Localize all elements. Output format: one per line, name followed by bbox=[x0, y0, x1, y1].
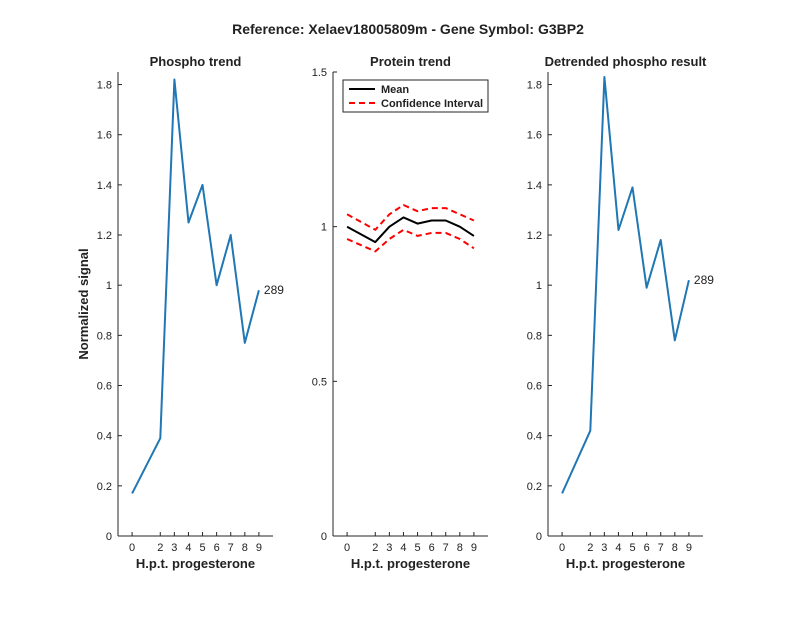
x-tick-label: 9 bbox=[686, 542, 692, 554]
y-tick-label: 0 bbox=[536, 531, 542, 543]
y-tick-label: 1.4 bbox=[527, 180, 542, 192]
legend-label: Confidence Interval bbox=[381, 98, 483, 110]
y-tick-label: 0.4 bbox=[97, 431, 112, 443]
y-tick-label: 1.2 bbox=[527, 230, 542, 242]
x-tick-label: 8 bbox=[672, 542, 678, 554]
y-tick-label: 0 bbox=[321, 531, 327, 543]
series-line-1 bbox=[561, 76, 690, 494]
panel-title: Phospho trend bbox=[150, 54, 242, 69]
panel-2: Protein trend 0 0.5 1 1.5 0 2 3 4 5 6 7 8 9H.p.t. pro… bbox=[312, 54, 489, 571]
y-tick-label: 1 bbox=[321, 222, 327, 234]
figure-title: Reference: Xelaev18005809m - Gene Symbol… bbox=[232, 21, 584, 37]
x-axis-label: H.p.t. progesterone bbox=[351, 556, 470, 571]
series-line-1 bbox=[131, 78, 260, 494]
x-tick-label: 3 bbox=[171, 542, 177, 554]
x-tick-label: 8 bbox=[242, 542, 248, 554]
panel-3: Detrended phospho result 0 0.2 0.4 0.6 0.8 1 1.… bbox=[527, 54, 715, 571]
x-tick-label: 7 bbox=[228, 542, 234, 554]
point-annotation: 289 bbox=[264, 283, 284, 297]
y-tick-label: 1.2 bbox=[97, 230, 112, 242]
y-tick-label: 1.4 bbox=[97, 180, 112, 192]
point-annotation: 289 bbox=[694, 273, 714, 287]
x-tick-label: 2 bbox=[157, 542, 163, 554]
x-tick-label: 5 bbox=[414, 542, 420, 554]
series-line-2 bbox=[346, 204, 475, 231]
x-tick-label: 7 bbox=[443, 542, 449, 554]
x-tick-label: 4 bbox=[185, 542, 191, 554]
y-tick-label: 0.6 bbox=[527, 381, 542, 393]
x-tick-label: 3 bbox=[386, 542, 392, 554]
panels: Phospho trend 0 0.2 0.4 0.6 0.8 1 1.2 1.4 1.6 1.8 0… bbox=[76, 54, 714, 571]
x-tick-label: 6 bbox=[214, 542, 220, 554]
x-tick-label: 3 bbox=[601, 542, 607, 554]
x-tick-label: 5 bbox=[629, 542, 635, 554]
x-tick-label: 4 bbox=[400, 542, 406, 554]
x-tick-label: 8 bbox=[457, 542, 463, 554]
y-tick-label: 0.2 bbox=[527, 481, 542, 493]
y-tick-label: 0.8 bbox=[97, 330, 112, 342]
x-tick-label: 0 bbox=[344, 542, 350, 554]
y-tick-label: 0.8 bbox=[527, 330, 542, 342]
y-tick-label: 0 bbox=[106, 531, 112, 543]
panel-1: Phospho trend 0 0.2 0.4 0.6 0.8 1 1.2 1.4 1.6 1.8 0… bbox=[76, 54, 284, 571]
x-tick-label: 0 bbox=[129, 542, 135, 554]
x-tick-label: 6 bbox=[644, 542, 650, 554]
y-tick-label: 0.4 bbox=[527, 431, 542, 443]
x-tick-label: 6 bbox=[429, 542, 435, 554]
panel-title: Protein trend bbox=[370, 54, 451, 69]
y-tick-label: 0.5 bbox=[312, 376, 327, 388]
y-tick-label: 1.8 bbox=[527, 80, 542, 92]
y-tick-label: 1.8 bbox=[97, 80, 112, 92]
panel-title: Detrended phospho result bbox=[545, 54, 707, 69]
y-tick-label: 1 bbox=[106, 280, 112, 292]
y-tick-label: 1.5 bbox=[312, 67, 327, 79]
x-tick-label: 0 bbox=[559, 542, 565, 554]
x-tick-label: 2 bbox=[587, 542, 593, 554]
y-tick-label: 0.2 bbox=[97, 481, 112, 493]
x-tick-label: 2 bbox=[372, 542, 378, 554]
x-tick-label: 9 bbox=[256, 542, 262, 554]
legend-box bbox=[342, 79, 489, 113]
y-tick-label: 1.6 bbox=[527, 130, 542, 142]
x-tick-label: 7 bbox=[658, 542, 664, 554]
x-axis-label: H.p.t. progesterone bbox=[566, 556, 685, 571]
x-tick-label: 9 bbox=[471, 542, 477, 554]
legend: Mean Confidence Interval bbox=[342, 79, 489, 113]
x-axis-label: H.p.t. progesterone bbox=[136, 556, 255, 571]
x-tick-label: 4 bbox=[615, 542, 621, 554]
y-axis-label: Normalized signal bbox=[76, 248, 91, 359]
legend-label: Mean bbox=[381, 84, 409, 96]
y-tick-label: 1 bbox=[536, 280, 542, 292]
y-tick-label: 0.6 bbox=[97, 381, 112, 393]
series-line-1 bbox=[346, 216, 475, 244]
series-line-3 bbox=[346, 228, 475, 253]
x-tick-label: 5 bbox=[199, 542, 205, 554]
y-tick-label: 1.6 bbox=[97, 130, 112, 142]
